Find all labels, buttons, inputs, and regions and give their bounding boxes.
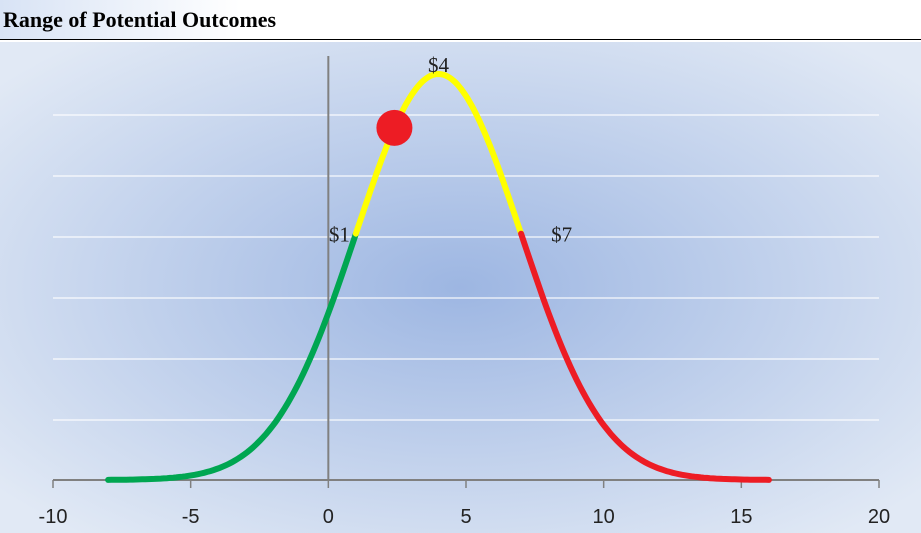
plot-background xyxy=(0,42,921,533)
chart-title-bar: Range of Potential Outcomes xyxy=(0,0,921,40)
x-tick-label: -5 xyxy=(182,506,200,528)
x-tick-labels: -10 -5 0 5 10 15 20 xyxy=(39,506,891,528)
annotation-label: $4 xyxy=(428,53,450,77)
outcome-marker xyxy=(376,109,413,146)
x-tick-label: 5 xyxy=(460,506,471,528)
curve-segment xyxy=(518,230,772,483)
curve-series xyxy=(105,70,772,483)
x-tick-label: 10 xyxy=(593,506,615,528)
curve-segment xyxy=(352,70,525,237)
x-tick-label: -10 xyxy=(39,506,68,528)
gridlines xyxy=(53,114,879,421)
bell-curve-chart: $1 $4 $7 -10 -5 0 5 10 15 20 xyxy=(0,42,921,533)
curve-segment xyxy=(105,230,359,483)
annotation-label: $7 xyxy=(551,223,572,247)
annotation-label: $1 xyxy=(329,223,350,247)
x-tick-label: 0 xyxy=(323,506,334,528)
x-tick-label: 20 xyxy=(868,506,890,528)
chart-title: Range of Potential Outcomes xyxy=(3,7,277,32)
annotations: $1 $4 $7 xyxy=(329,53,572,247)
x-tick-label: 15 xyxy=(730,506,752,528)
